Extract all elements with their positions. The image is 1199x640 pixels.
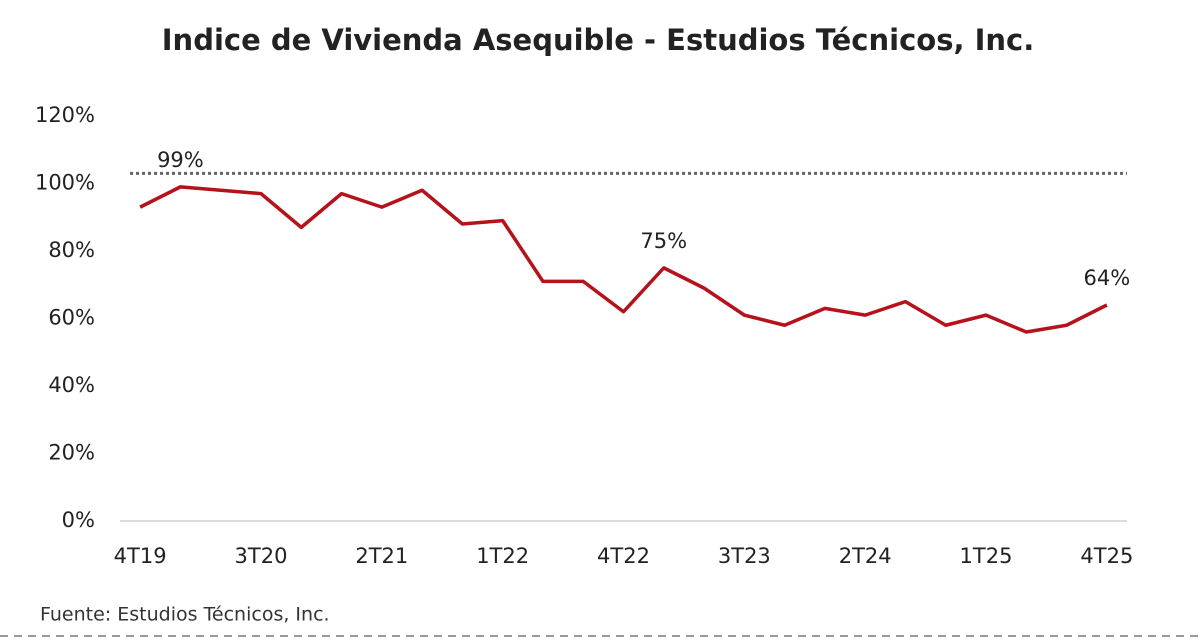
data-label: 64% [1084, 266, 1131, 290]
source: Fuente: Estudios Técnicos, Inc. [40, 604, 330, 626]
y-tick-label: 80% [48, 238, 95, 262]
x-tick-label: 1T25 [960, 544, 1013, 568]
y-tick-label: 60% [48, 306, 95, 330]
x-tick-label: 4T25 [1080, 544, 1133, 568]
data-label: 75% [640, 229, 687, 253]
x-tick-label: 4T19 [114, 544, 167, 568]
x-tick-label: 2T21 [355, 544, 408, 568]
y-tick-label: 20% [48, 441, 95, 465]
y-tick-label: 100% [35, 171, 95, 195]
x-tick-label: 3T20 [235, 544, 288, 568]
y-tick-label: 0% [62, 508, 95, 532]
x-tick-label: 3T23 [718, 544, 771, 568]
chart-title: Indice de Vivienda Asequible - Estudios … [162, 23, 1034, 57]
data-label: 99% [157, 148, 204, 172]
x-tick-label: 2T24 [839, 544, 892, 568]
x-tick-label: 1T22 [476, 544, 529, 568]
y-tick-label: 40% [48, 373, 95, 397]
y-tick-label: 120% [35, 103, 95, 127]
line [139, 185, 1108, 334]
x-tick-label: 4T22 [597, 544, 650, 568]
